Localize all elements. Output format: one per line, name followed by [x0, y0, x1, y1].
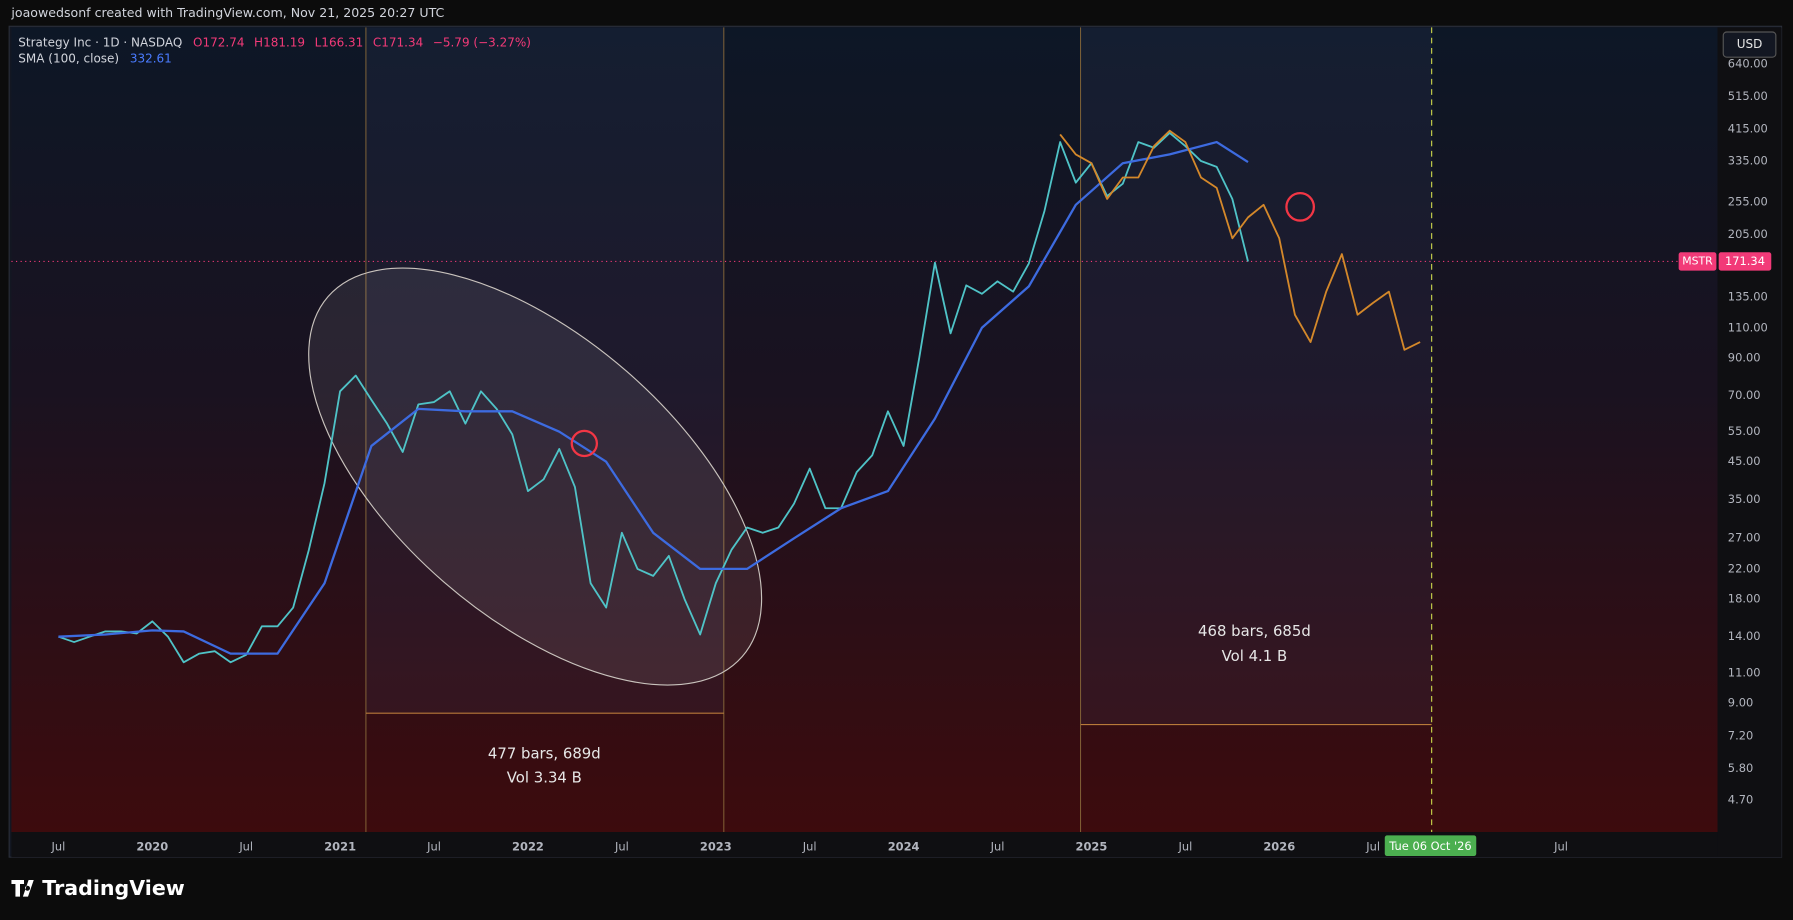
y-tick-label: 4.70: [1728, 793, 1753, 807]
footer-text: TradingView: [42, 876, 184, 900]
x-tick-label: Jul: [426, 839, 441, 853]
date-tag: [1384, 835, 1477, 856]
x-tick-label: 2026: [1263, 839, 1295, 853]
symbol-tag: [1678, 252, 1717, 271]
change: −5.79 (−3.27%): [433, 35, 531, 49]
x-tick-label: 2024: [888, 839, 920, 853]
price-tag-text: 171.34: [1725, 254, 1765, 268]
close: C171.34: [373, 35, 423, 49]
x-tick-label: 2021: [324, 839, 356, 853]
y-tick-label: 335.00: [1728, 153, 1768, 167]
y-tick-label: 22.00: [1728, 561, 1761, 575]
x-tick-label: 2022: [512, 839, 544, 853]
y-tick-label: 110.00: [1728, 320, 1768, 334]
marks: [11, 129, 1718, 664]
marker-circle: [1285, 191, 1316, 222]
highlight-ellipse: [308, 267, 763, 686]
range-text: 477 bars, 689d: [488, 744, 601, 762]
range-text: Vol 4.1 B: [1222, 647, 1288, 665]
y-tick-label: 9.00: [1728, 695, 1753, 709]
indicator-name: SMA (100, close): [18, 51, 119, 65]
y-tick-label: 11.00: [1728, 665, 1761, 679]
open: O172.74: [193, 35, 244, 49]
plot-area: [11, 27, 1718, 832]
y-tick-label: 18.00: [1728, 591, 1761, 605]
symbol: Strategy Inc · 1D · NASDAQ: [18, 35, 182, 49]
symbol-tag-text: MSTR: [1682, 254, 1713, 267]
range-text: Vol 3.34 B: [507, 768, 582, 786]
x-tick-label: 2023: [700, 839, 732, 853]
y-tick-label: 35.00: [1728, 492, 1761, 506]
x-tick-label: Jul: [802, 839, 817, 853]
x-tick-label: Jul: [614, 839, 629, 853]
currency: USD: [1737, 37, 1763, 51]
currency-button[interactable]: [1722, 31, 1777, 58]
x-tick-label: 2025: [1076, 839, 1108, 853]
range-box: [365, 27, 724, 714]
y-tick-label: 640.00: [1728, 57, 1768, 71]
indicator-value: 332.61: [130, 51, 172, 65]
header-text: joaowedsonf created with TradingView.com…: [10, 5, 444, 20]
x-tick-label: 2020: [136, 839, 168, 853]
series-line: [58, 140, 1249, 655]
x-tick-label: Jul: [1553, 839, 1568, 853]
range-box: [1080, 27, 1432, 725]
range-text: 468 bars, 685d: [1198, 622, 1311, 640]
marker-circle: [570, 429, 599, 458]
x-tick-label: Jul: [990, 839, 1005, 853]
y-tick-label: 45.00: [1728, 454, 1761, 468]
footer-logo: TradingView: [11, 876, 185, 900]
indicator-line: SMA (100, close) 332.61: [18, 51, 172, 65]
y-tick-label: 5.80: [1728, 761, 1753, 775]
series-line: [58, 132, 1249, 664]
y-tick-label: 90.00: [1728, 350, 1761, 364]
y-tick-label: 205.00: [1728, 227, 1768, 241]
y-tick-label: 14.00: [1728, 629, 1761, 643]
series-line: [1059, 129, 1421, 351]
y-tick-label: 255.00: [1728, 194, 1768, 208]
y-tick-label: 70.00: [1728, 388, 1761, 402]
logo-icon: [11, 880, 34, 897]
y-tick-label: 7.20: [1728, 729, 1753, 743]
x-tick-label: Jul: [1365, 839, 1380, 853]
high: H181.19: [254, 35, 305, 49]
date-tag-text: Tue 06 Oct '26: [1388, 839, 1471, 853]
price-axis: [1717, 27, 1782, 858]
low: L166.31: [315, 35, 364, 49]
price-tag: [1718, 252, 1772, 271]
legend-line: Strategy Inc · 1D · NASDAQ O172.74 H181.…: [18, 35, 531, 49]
y-tick-label: 515.00: [1728, 89, 1768, 103]
y-tick-label: 135.00: [1728, 290, 1768, 304]
x-tick-label: Jul: [238, 839, 253, 853]
y-tick-label: 55.00: [1728, 424, 1761, 438]
x-tick-label: Jul: [1177, 839, 1192, 853]
x-tick-label: Jul: [50, 839, 65, 853]
y-tick-label: 415.00: [1728, 121, 1768, 135]
y-tick-label: 27.00: [1728, 531, 1761, 545]
